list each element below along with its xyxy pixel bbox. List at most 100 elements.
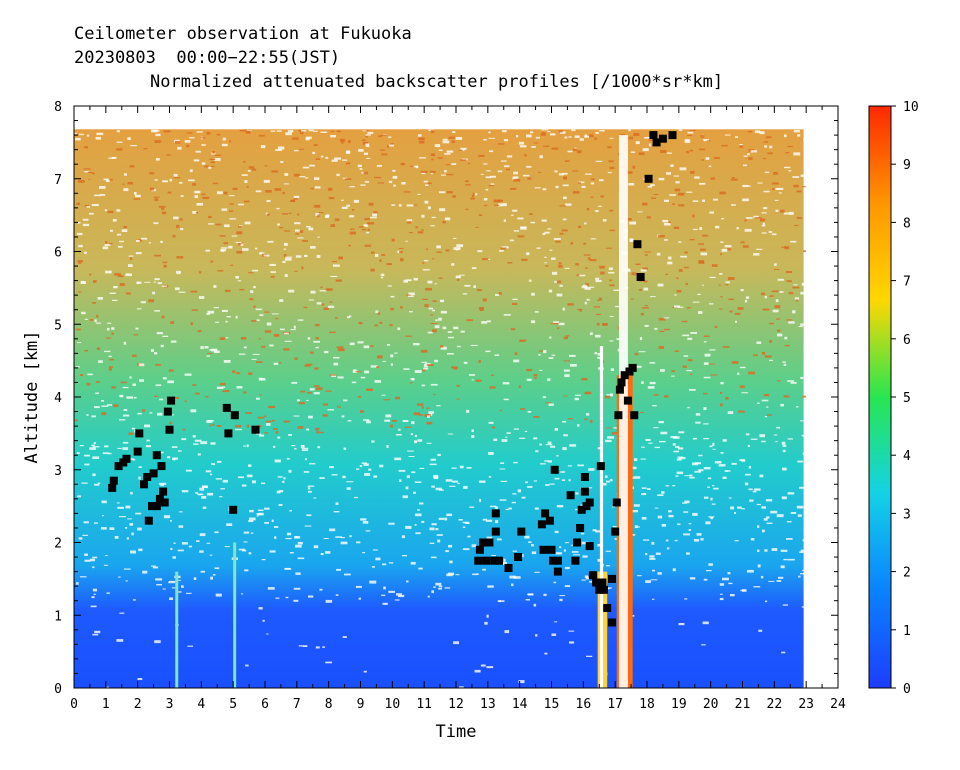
cloud-base-point bbox=[122, 454, 131, 463]
cloud-base-point bbox=[573, 538, 581, 547]
x-tick-label: 6 bbox=[261, 697, 269, 712]
cloud-base-point bbox=[140, 480, 148, 489]
x-tick-label: 9 bbox=[357, 697, 365, 712]
cloud-base-point bbox=[630, 411, 639, 420]
cloud-base-point bbox=[133, 447, 142, 456]
cloud-base-point bbox=[222, 403, 231, 412]
thin-column-1 bbox=[175, 571, 179, 688]
cloud-base-point bbox=[160, 498, 169, 507]
cloud-base-point bbox=[490, 556, 499, 565]
cloud-base-point bbox=[585, 542, 594, 551]
cloud-base-point bbox=[537, 520, 546, 529]
cloud-base-point bbox=[592, 578, 601, 587]
cloud-base-point bbox=[539, 545, 548, 554]
cloud-base-point bbox=[620, 371, 629, 380]
y-tick-label: 0 bbox=[54, 682, 62, 697]
cloud-base-point bbox=[577, 505, 586, 514]
cloud-base-point bbox=[545, 516, 554, 525]
backscatter-field bbox=[74, 129, 806, 688]
cloud-base-point bbox=[224, 429, 233, 438]
cloud-base-point bbox=[580, 473, 589, 481]
cloud-base-point bbox=[474, 556, 483, 565]
cloud-base-point bbox=[614, 411, 623, 420]
x-tick-label: 4 bbox=[197, 697, 205, 712]
cloud-base-point bbox=[517, 527, 526, 536]
colorbar-tick-label: 2 bbox=[903, 566, 911, 581]
cloud-base-point bbox=[109, 476, 118, 485]
y-tick-label: 8 bbox=[54, 100, 62, 115]
chart-title-station: Ceilometer observation at Fukuoka bbox=[74, 24, 412, 44]
cloud-base-point bbox=[135, 429, 144, 438]
y-axis-label: Altitude [km] bbox=[22, 330, 42, 463]
cloud-base-point bbox=[230, 411, 239, 420]
colorbar-tick-label: 8 bbox=[903, 216, 911, 231]
cloud-base-point bbox=[668, 131, 677, 140]
x-tick-label: 0 bbox=[70, 697, 78, 712]
colorbar-tick-label: 9 bbox=[903, 158, 911, 173]
cloud-base-point bbox=[588, 571, 597, 580]
precip-columns bbox=[175, 135, 633, 688]
cloud-base-point bbox=[553, 556, 562, 565]
cloud-base-point bbox=[148, 502, 156, 511]
x-axis-label: Time bbox=[436, 722, 477, 742]
precip-column-1-core bbox=[599, 346, 604, 688]
cloud-base-point bbox=[636, 273, 645, 281]
cloud-base-point bbox=[152, 502, 161, 511]
cloud-base-point bbox=[159, 487, 168, 496]
cloud-base-point bbox=[608, 618, 616, 627]
x-tick-label: 1 bbox=[102, 697, 110, 712]
cloud-base-point bbox=[598, 578, 607, 587]
cloud-base-point bbox=[550, 465, 559, 474]
cloud-base-point bbox=[541, 509, 550, 518]
y-axis: 0 1 2 3 4 5 6 7 8 bbox=[54, 100, 838, 697]
cloud-base-point bbox=[596, 462, 605, 471]
x-tick-label: 8 bbox=[325, 697, 333, 712]
cloud-base-point bbox=[155, 494, 164, 503]
cloud-base-point bbox=[571, 556, 580, 565]
x-tick-label: 11 bbox=[416, 697, 432, 712]
cloud-base-point bbox=[157, 462, 166, 471]
cloud-base-point bbox=[595, 585, 604, 594]
cloud-base-point bbox=[547, 545, 556, 554]
x-tick-label: 14 bbox=[512, 697, 528, 712]
y-tick-label: 5 bbox=[54, 318, 62, 333]
y-tick-label: 7 bbox=[54, 173, 62, 188]
colorbar-tick-label: 3 bbox=[903, 507, 911, 522]
y-tick-label: 3 bbox=[54, 464, 62, 479]
colorbar-tick-label: 0 bbox=[903, 682, 911, 697]
cloud-base-point bbox=[611, 527, 620, 536]
colorbar-tick-label: 10 bbox=[903, 100, 919, 115]
cloud-base-point bbox=[229, 505, 238, 514]
x-tick-label: 19 bbox=[671, 697, 687, 712]
cloud-base-point bbox=[149, 469, 158, 478]
x-tick-label: 17 bbox=[607, 697, 623, 712]
cloud-base-point bbox=[491, 509, 500, 518]
x-tick-label: 12 bbox=[448, 697, 464, 712]
cloud-base-point bbox=[167, 396, 176, 405]
cloud-base-point bbox=[603, 604, 612, 612]
cloud-base-point bbox=[114, 462, 123, 471]
cloud-base-point bbox=[553, 567, 562, 576]
cloud-base-point bbox=[600, 585, 608, 594]
cloud-base-point bbox=[482, 556, 491, 565]
cloud-base-point bbox=[479, 538, 488, 547]
cloud-base-point bbox=[566, 491, 575, 500]
cloud-base-point bbox=[152, 451, 161, 460]
cloud-base-point bbox=[633, 240, 642, 249]
cloud-base-point bbox=[475, 545, 484, 554]
cloud-base-point bbox=[649, 131, 658, 140]
x-tick-label: 3 bbox=[166, 697, 174, 712]
precip-column-2-core bbox=[618, 135, 628, 688]
x-tick-label: 16 bbox=[576, 697, 592, 712]
colorbar-tick-label: 5 bbox=[903, 391, 911, 406]
x-tick-label: 5 bbox=[229, 697, 237, 712]
x-tick-label: 10 bbox=[385, 697, 401, 712]
chart-title: Normalized attenuated backscatter profil… bbox=[150, 72, 724, 92]
cloud-base-point bbox=[514, 553, 523, 561]
colorbar-tick-label: 7 bbox=[903, 275, 911, 290]
cloud-base-point bbox=[617, 378, 626, 387]
cloud-base-point bbox=[628, 363, 637, 372]
cloud-base-point bbox=[549, 556, 558, 565]
thin-column-2 bbox=[233, 542, 237, 688]
x-tick-label: 2 bbox=[134, 697, 142, 712]
